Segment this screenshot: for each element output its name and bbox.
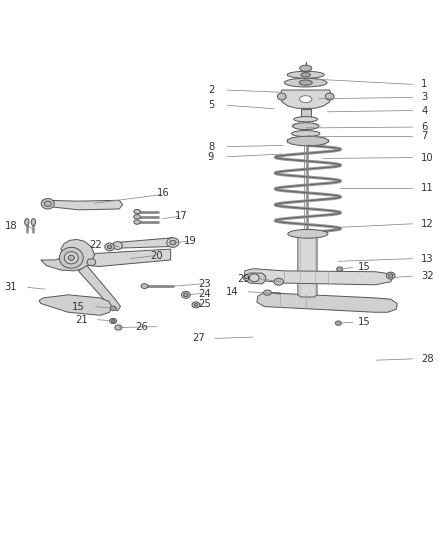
Ellipse shape: [287, 136, 328, 146]
Ellipse shape: [41, 198, 54, 209]
Ellipse shape: [181, 292, 190, 298]
Text: 12: 12: [421, 219, 434, 229]
Polygon shape: [42, 200, 123, 210]
Text: 20: 20: [150, 251, 163, 261]
Ellipse shape: [110, 306, 116, 311]
Text: 15: 15: [358, 262, 371, 272]
Text: 25: 25: [198, 298, 211, 309]
Ellipse shape: [141, 284, 148, 288]
Ellipse shape: [44, 201, 51, 206]
Ellipse shape: [59, 247, 83, 268]
Ellipse shape: [167, 238, 179, 247]
Text: 11: 11: [421, 183, 434, 193]
Text: 32: 32: [421, 271, 434, 281]
Polygon shape: [88, 249, 171, 266]
Ellipse shape: [386, 272, 395, 279]
Text: 6: 6: [421, 122, 427, 132]
Ellipse shape: [134, 209, 140, 214]
Ellipse shape: [287, 71, 324, 78]
Ellipse shape: [284, 78, 327, 87]
Ellipse shape: [25, 219, 29, 225]
Text: 26: 26: [135, 321, 148, 332]
Text: 1: 1: [421, 79, 427, 90]
Ellipse shape: [87, 259, 95, 265]
Ellipse shape: [107, 245, 112, 248]
Text: 27: 27: [192, 334, 205, 343]
Polygon shape: [257, 293, 397, 312]
Bar: [301, 109, 311, 117]
Text: 2: 2: [208, 85, 214, 95]
Ellipse shape: [134, 215, 140, 219]
Text: 31: 31: [5, 282, 17, 293]
Text: 3: 3: [421, 92, 427, 102]
Ellipse shape: [184, 293, 188, 296]
Polygon shape: [298, 235, 317, 297]
Ellipse shape: [325, 93, 334, 100]
Ellipse shape: [300, 96, 312, 103]
Ellipse shape: [263, 290, 271, 295]
Text: 14: 14: [226, 287, 238, 297]
Text: 15: 15: [358, 317, 371, 327]
Text: 16: 16: [157, 188, 170, 198]
Text: 8: 8: [208, 142, 214, 152]
Ellipse shape: [293, 123, 319, 130]
Ellipse shape: [288, 230, 328, 238]
Text: 9: 9: [208, 152, 214, 161]
Text: 4: 4: [421, 106, 427, 116]
Text: 21: 21: [75, 314, 88, 325]
Text: 5: 5: [208, 100, 214, 110]
Polygon shape: [78, 265, 120, 311]
Ellipse shape: [277, 93, 286, 100]
Text: 22: 22: [89, 240, 102, 250]
Ellipse shape: [389, 274, 393, 277]
Text: 18: 18: [5, 221, 17, 231]
Ellipse shape: [134, 220, 140, 224]
Ellipse shape: [274, 278, 283, 285]
Ellipse shape: [192, 302, 200, 308]
Polygon shape: [280, 90, 331, 108]
Ellipse shape: [292, 131, 320, 136]
Ellipse shape: [337, 267, 343, 271]
Ellipse shape: [301, 72, 311, 77]
Text: 19: 19: [184, 236, 197, 246]
Text: 28: 28: [421, 354, 434, 364]
Ellipse shape: [194, 303, 198, 306]
Text: 29: 29: [237, 274, 250, 284]
Ellipse shape: [110, 318, 117, 324]
Polygon shape: [41, 239, 94, 271]
Text: 23: 23: [198, 279, 211, 289]
Polygon shape: [244, 273, 265, 284]
Text: 17: 17: [174, 212, 187, 221]
Text: 15: 15: [71, 302, 85, 312]
Ellipse shape: [31, 219, 35, 225]
Ellipse shape: [64, 252, 78, 264]
Text: 10: 10: [421, 152, 434, 163]
Ellipse shape: [250, 274, 259, 282]
Ellipse shape: [105, 243, 114, 251]
Ellipse shape: [170, 240, 176, 245]
Text: 13: 13: [421, 254, 434, 264]
Ellipse shape: [115, 325, 122, 330]
Ellipse shape: [294, 117, 318, 122]
Polygon shape: [39, 295, 112, 316]
Ellipse shape: [300, 65, 312, 71]
Ellipse shape: [68, 255, 74, 261]
Ellipse shape: [336, 321, 342, 325]
Ellipse shape: [111, 320, 115, 322]
Ellipse shape: [299, 80, 312, 85]
Text: 24: 24: [198, 288, 211, 298]
Text: 7: 7: [421, 131, 427, 141]
Polygon shape: [245, 269, 393, 285]
Polygon shape: [116, 238, 173, 248]
Ellipse shape: [113, 241, 122, 249]
